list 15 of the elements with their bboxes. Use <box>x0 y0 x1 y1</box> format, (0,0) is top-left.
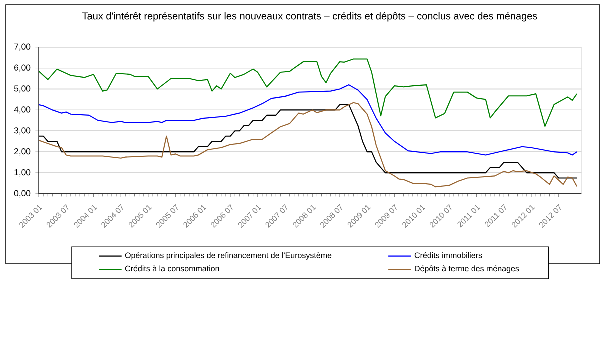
y-tick-label: 3,00 <box>14 128 31 135</box>
y-tick-label: 2,00 <box>14 148 31 156</box>
legend-label: Crédits immobiliers <box>414 252 482 258</box>
legend-label: Dépôts à terme des ménages <box>415 266 520 274</box>
y-tick-label: 7,00 <box>14 44 31 51</box>
legend-label: Crédits à la consommation <box>125 266 220 272</box>
y-tick-label: 5,00 <box>14 86 31 93</box>
chart-title: Taux d'intérêt représentatifs sur les nouveaux contrats – crédits et dépôts – conclus avec des ménages <box>82 12 538 22</box>
y-tick-label: 4,00 <box>14 106 31 114</box>
line-series <box>39 84 578 156</box>
legend-label: Opérations principales de refinancement de l'Eurosystème <box>125 252 332 260</box>
y-tick-label: 1,00 <box>14 169 31 177</box>
y-tick-label: 6,00 <box>14 64 31 72</box>
line-series <box>39 58 578 128</box>
y-tick-label: 0,00 <box>14 190 31 198</box>
